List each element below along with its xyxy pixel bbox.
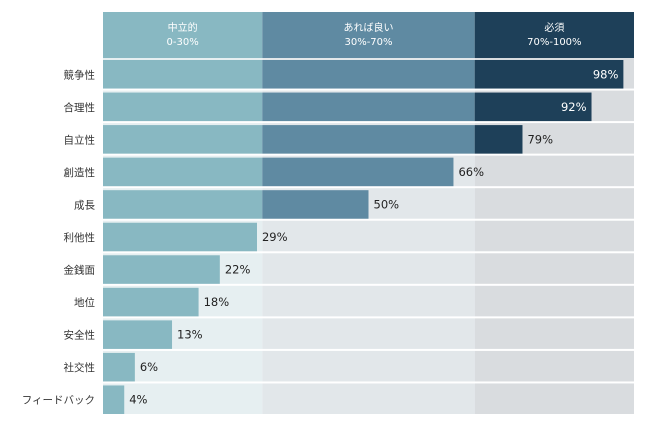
row-separator xyxy=(103,88,634,91)
row-separator xyxy=(103,381,634,384)
bar-1: 92% xyxy=(103,92,592,122)
bar-segment-3-1 xyxy=(262,157,454,187)
value-label-9: 6% xyxy=(140,360,158,374)
bar-segment-2-2 xyxy=(474,125,523,154)
category-label-6: 金銭面 xyxy=(64,264,96,277)
bar-segment-1-1 xyxy=(262,92,475,122)
bar-segment-0-1 xyxy=(262,60,475,89)
bar-6: 22% xyxy=(103,255,250,284)
value-label-4: 50% xyxy=(374,197,400,211)
row-separator xyxy=(103,316,634,319)
row-separator xyxy=(103,283,634,286)
category-label-9: 社交性 xyxy=(64,361,96,374)
row-separator xyxy=(103,153,634,156)
bar-9: 6% xyxy=(103,352,158,382)
bar-segment-9-0 xyxy=(103,352,135,382)
bar-segment-4-0 xyxy=(103,190,263,219)
row-separator xyxy=(103,186,634,189)
category-label-4: 成長 xyxy=(74,199,95,211)
band-header-0 xyxy=(103,12,263,58)
bar-10: 4% xyxy=(103,385,148,414)
bar-segment-1-2 xyxy=(474,92,592,122)
bar-segment-10-0 xyxy=(103,385,125,414)
bar-segment-4-1 xyxy=(262,190,369,219)
band-range-2: 70%-100% xyxy=(527,37,581,48)
bar-segment-5-0 xyxy=(103,222,257,252)
value-label-5: 29% xyxy=(262,230,288,244)
row-separator xyxy=(103,414,634,416)
category-label-0: 競争性 xyxy=(64,68,96,81)
bar-segment-0-0 xyxy=(103,60,263,89)
bar-3: 66% xyxy=(103,157,484,187)
row-separator xyxy=(103,121,634,124)
category-label-8: 安全性 xyxy=(64,329,96,342)
row-separator xyxy=(103,348,634,351)
bar-segment-2-0 xyxy=(103,125,263,154)
category-label-1: 合理性 xyxy=(64,101,96,114)
row-separator xyxy=(103,251,634,254)
bar-segment-6-0 xyxy=(103,255,220,284)
bar-segment-7-0 xyxy=(103,287,199,317)
band-label-2: 必須 xyxy=(544,21,564,34)
bar-2: 79% xyxy=(103,125,553,154)
bar-segment-2-1 xyxy=(262,125,475,154)
bars: 98% 92% 79% 66% 50% 29% 22% 18% 13% 6% 4% xyxy=(103,60,624,414)
bar-segment-3-0 xyxy=(103,157,263,187)
band-label-1: あれば良い xyxy=(344,21,394,34)
band-headers: 中立的 0-30% あれば良い 30%-70% 必須 70%-100% xyxy=(103,12,634,58)
category-label-10: フィードバック xyxy=(22,395,95,407)
band-range-1: 30%-70% xyxy=(344,37,392,48)
bar-8: 13% xyxy=(103,320,203,349)
value-label-7: 18% xyxy=(204,295,230,309)
bar-segment-1-0 xyxy=(103,92,263,122)
band-label-0: 中立的 xyxy=(168,21,198,34)
value-label-8: 13% xyxy=(177,328,203,342)
band-header-1 xyxy=(262,12,475,58)
value-label-10: 4% xyxy=(129,393,147,407)
category-label-7: 地位 xyxy=(74,296,95,309)
bar-segment-8-0 xyxy=(103,320,173,349)
band-header-2 xyxy=(474,12,634,58)
category-label-5: 利他性 xyxy=(64,231,96,244)
value-label-0: 98% xyxy=(593,67,619,81)
value-label-2: 79% xyxy=(527,132,553,146)
category-label-2: 自立性 xyxy=(64,133,96,146)
value-label-6: 22% xyxy=(225,263,251,277)
row-separator xyxy=(103,218,634,221)
value-label-3: 66% xyxy=(458,165,484,179)
bar-4: 50% xyxy=(103,190,399,219)
bar-5: 29% xyxy=(103,222,288,252)
band-range-0: 0-30% xyxy=(167,37,199,48)
value-label-1: 92% xyxy=(561,100,587,114)
bar-7: 18% xyxy=(103,287,230,317)
category-label-3: 創造性 xyxy=(64,166,96,179)
bar-segment-0-2 xyxy=(474,60,624,89)
bar-0: 98% xyxy=(103,60,624,89)
